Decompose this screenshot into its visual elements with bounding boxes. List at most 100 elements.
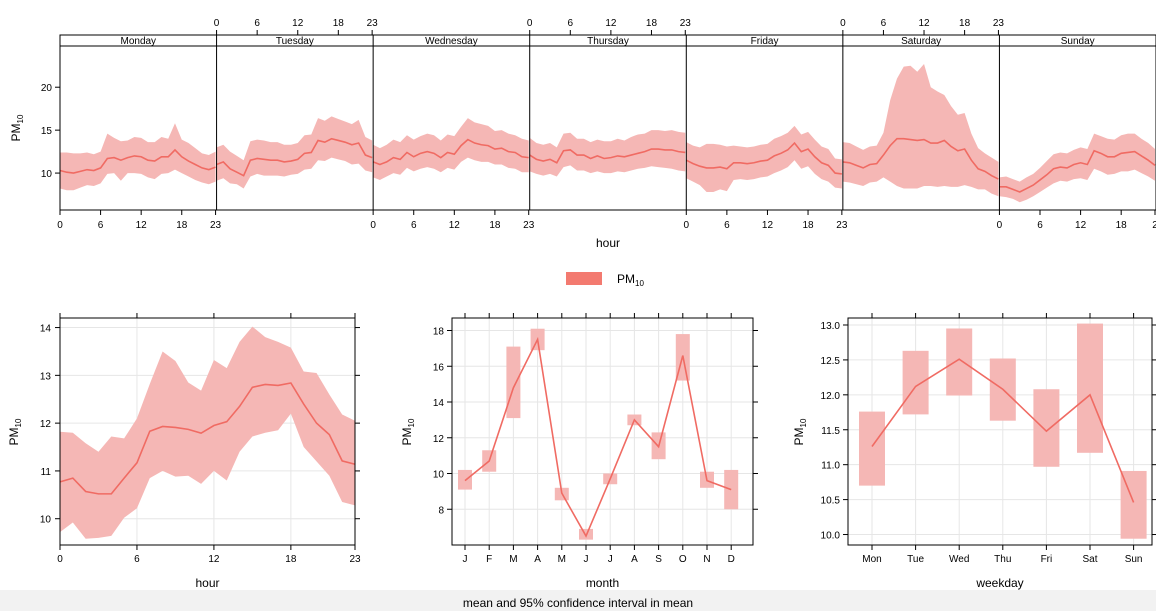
- caption-bar: [0, 590, 1156, 611]
- hour-tick-label: 0: [997, 220, 1003, 231]
- y-axis-label-hour: PM10: [7, 418, 23, 445]
- strip-label-thursday: Thursday: [587, 36, 629, 47]
- hour-tick-label: 18: [489, 220, 501, 231]
- top-panel-frame: [59, 34, 1156, 211]
- y-tick-label: 20: [41, 83, 53, 94]
- hour-tick-label: 18: [802, 220, 814, 231]
- mean-line-thursday: [529, 148, 686, 164]
- y-tick-label: 14: [40, 324, 52, 335]
- hour-tick-label: 6: [1037, 220, 1043, 231]
- ci-box-weekday-sat: [1077, 323, 1103, 453]
- caption: mean and 95% confidence interval in mean: [462, 596, 694, 610]
- ci-box-weekday-fri: [1033, 389, 1060, 467]
- hour-tick-label: 2: [1152, 220, 1156, 231]
- hour-tick-label: 23: [836, 220, 848, 231]
- y-axis-label: PM10: [9, 114, 25, 141]
- x-tick-label: M: [509, 554, 517, 565]
- y-tick-label: 12: [433, 434, 445, 445]
- hour-tick-label: 0: [57, 220, 63, 231]
- mean-line-wednesday: [372, 138, 529, 166]
- x-tick-label: J: [463, 554, 468, 565]
- y-tick-label: 14: [433, 398, 445, 409]
- hour-tick-label: 12: [449, 220, 461, 231]
- ci-band-hour: [60, 326, 355, 539]
- ci-box-month-D: [724, 469, 739, 510]
- y-tick-label: 10.5: [821, 496, 841, 507]
- y-tick-label: 12: [40, 419, 52, 430]
- ci-band-wednesday: [373, 118, 529, 180]
- hour-tick-label: 6: [411, 220, 417, 231]
- ci-band-friday: [686, 125, 842, 192]
- y-tick-label: 10: [41, 169, 53, 180]
- hour-tick-label: 12: [605, 18, 617, 29]
- hour-tick-label: 0: [370, 220, 376, 231]
- hour-tick-label: 6: [254, 18, 260, 29]
- x-tick-label: Sun: [1125, 554, 1143, 565]
- hour-panel-frame: [59, 317, 356, 546]
- y-tick-label: 11.0: [821, 461, 840, 472]
- hour-tick-label: 0: [840, 18, 846, 29]
- hour-tick-label: 6: [724, 220, 730, 231]
- y-tick-label: 10: [433, 470, 445, 481]
- hour-tick-label: 18: [333, 18, 345, 29]
- hour-tick-label: 0: [684, 220, 690, 231]
- y-tick-label: 13.0: [821, 321, 841, 332]
- ci-box-weekday-wed: [946, 328, 973, 396]
- hour-tick-label: 23: [367, 18, 379, 29]
- x-tick-label: Mon: [862, 554, 881, 565]
- mean-line-sunday: [999, 149, 1156, 193]
- x-tick-label: O: [679, 554, 687, 565]
- strip-label-monday: Monday: [120, 36, 156, 47]
- y-axis-label-month: PM10: [400, 418, 416, 445]
- x-tick-label: F: [486, 554, 492, 565]
- hour-tick-label: 18: [959, 18, 971, 29]
- x-tick-label: 12: [208, 554, 220, 565]
- x-tick-label: Thu: [994, 554, 1011, 565]
- strip-label-sunday: Sunday: [1061, 36, 1095, 47]
- x-tick-label: D: [728, 554, 735, 565]
- hour-tick-label: 12: [136, 220, 148, 231]
- hour-tick-label: 12: [292, 18, 304, 29]
- x-tick-label: 6: [134, 554, 140, 565]
- y-tick-label: 10.0: [821, 531, 841, 542]
- x-axis-label-weekday: weekday: [975, 576, 1023, 590]
- y-tick-label: 13: [40, 371, 52, 382]
- legend-key: [566, 272, 602, 285]
- x-tick-label: A: [631, 554, 638, 565]
- y-tick-label: 15: [41, 126, 53, 137]
- weekday-panel-frame: [847, 317, 1153, 546]
- x-tick-label: Tue: [907, 554, 924, 565]
- month-panel-frame: [451, 317, 754, 546]
- hour-tick-label: 12: [918, 18, 930, 29]
- ci-band-saturday: [842, 64, 999, 197]
- mean-line-friday: [685, 141, 842, 175]
- hour-tick-label: 6: [881, 18, 887, 29]
- ci-box-month-M: [506, 346, 521, 419]
- mean-line-month: [464, 336, 732, 538]
- x-tick-label: Sat: [1082, 554, 1097, 565]
- hour-tick-label: 12: [1075, 220, 1087, 231]
- y-tick-label: 18: [433, 327, 445, 338]
- x-tick-label: Fri: [1041, 554, 1053, 565]
- x-tick-label: 0: [57, 554, 63, 565]
- x-tick-label: S: [655, 554, 662, 565]
- y-tick-label: 8: [438, 505, 444, 516]
- x-tick-label: A: [534, 554, 541, 565]
- x-tick-label: 23: [349, 554, 361, 565]
- hour-tick-label: 18: [646, 18, 658, 29]
- strip-label-wednesday: Wednesday: [425, 36, 478, 47]
- ci-box-weekday-tue: [902, 350, 929, 415]
- legend-label: PM10: [617, 272, 644, 288]
- ci-band-tuesday: [216, 116, 373, 189]
- x-axis-label: hour: [596, 236, 620, 250]
- hour-tick-label: 18: [176, 220, 188, 231]
- mean-line-weekday: [871, 358, 1135, 503]
- strip-label-tuesday: Tuesday: [276, 36, 314, 47]
- ci-band-sunday: [999, 133, 1155, 203]
- hour-tick-label: 23: [680, 18, 692, 29]
- y-tick-label: 10: [40, 515, 52, 526]
- x-tick-label: Wed: [949, 554, 969, 565]
- hour-tick-label: 12: [762, 220, 774, 231]
- mean-line-saturday: [842, 137, 999, 180]
